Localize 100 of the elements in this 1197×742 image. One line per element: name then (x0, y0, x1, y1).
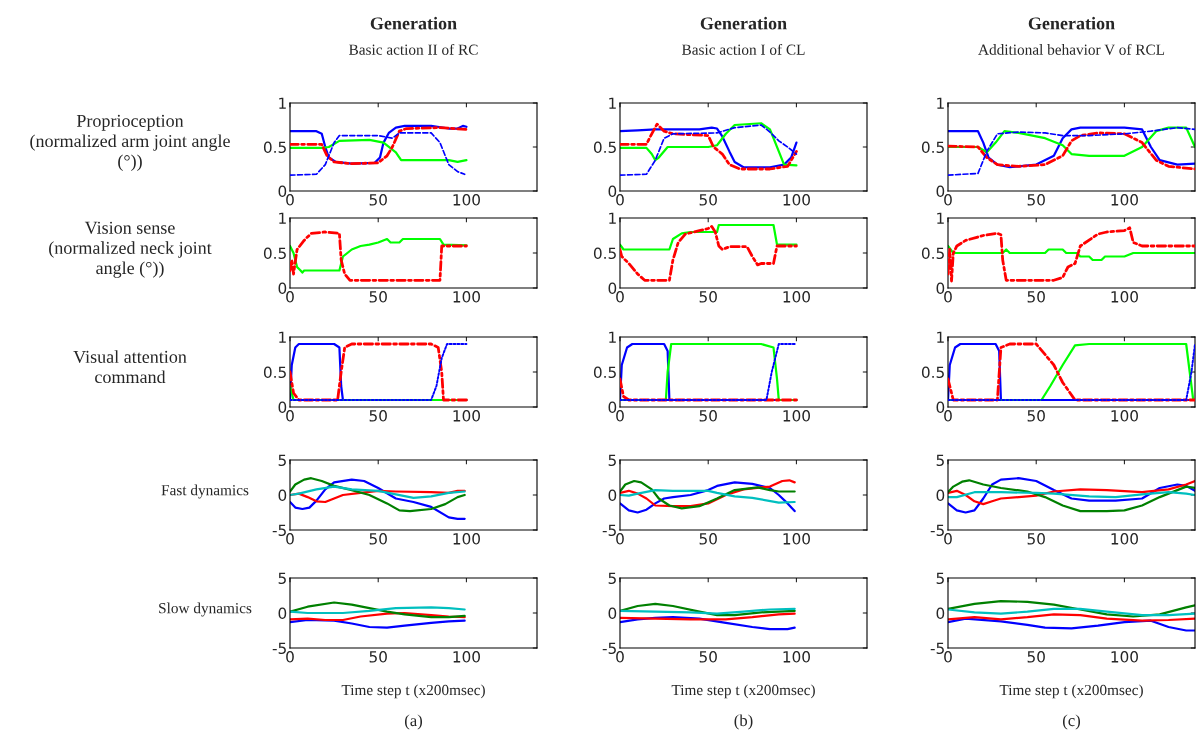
y-tick-label: 1 (609, 212, 616, 224)
line-series (620, 488, 796, 504)
line-series (948, 226, 1195, 283)
x-tick-label: 50 (699, 533, 717, 545)
y-tick-label: 0.5 (593, 141, 616, 154)
y-tick-label: 0 (608, 401, 617, 414)
y-tick-label: 5 (608, 572, 616, 585)
x-axis-title: Time step t (x200msec) (671, 684, 815, 699)
line-series (620, 223, 798, 251)
x-tick-label: 50 (699, 291, 717, 303)
line-series (290, 230, 468, 282)
y-tick-label: 0 (936, 489, 945, 502)
y-tick-label: 1 (937, 212, 944, 224)
x-tick-label: 50 (699, 194, 717, 206)
x-tick-label: 50 (369, 651, 387, 663)
y-tick-label: 0 (278, 607, 287, 620)
x-tick-label: 100 (1111, 194, 1138, 206)
y-tick-label: 0.5 (593, 366, 616, 379)
text: (b) (734, 714, 753, 730)
chart-subtitle: Basic action I of CL (681, 43, 805, 55)
y-tick-label: 0 (278, 489, 287, 502)
x-tick-label: 50 (699, 410, 717, 422)
y-tick-label: 0 (278, 185, 287, 198)
x-tick-label: 50 (369, 194, 387, 206)
line-series (948, 607, 1195, 617)
x-tick-label: 100 (453, 291, 480, 303)
chart-title: Generation (370, 16, 457, 30)
x-tick-label: 100 (1111, 291, 1138, 303)
chart-subtitle: Additional behavior V of RCL (978, 43, 1165, 55)
y-tick-label: 0 (608, 489, 617, 502)
y-tick-label: 5 (936, 572, 944, 585)
y-tick-label: -5 (930, 642, 944, 655)
line-series (620, 225, 798, 282)
y-tick-label: 5 (278, 454, 286, 467)
x-tick-label: 100 (783, 533, 810, 545)
line-series (948, 613, 1195, 622)
y-tick-label: 0 (936, 401, 945, 414)
line-series (290, 611, 466, 622)
line-series (948, 479, 1195, 506)
y-tick-label: 0.5 (921, 141, 944, 154)
y-tick-label: 1 (279, 331, 286, 343)
y-tick-label: 0 (278, 282, 287, 295)
x-tick-label: 100 (1111, 651, 1138, 663)
line-series (620, 602, 796, 617)
x-tick-label: 50 (1027, 291, 1045, 303)
y-tick-label: 0 (936, 282, 945, 295)
y-tick-label: -5 (602, 642, 616, 655)
y-tick-label: 0.5 (593, 247, 616, 260)
x-tick-label: 50 (699, 651, 717, 663)
y-axis-title: Vision sense (normalized neck joint angle (°)) (49, 221, 212, 278)
text: (c) (1062, 714, 1081, 730)
y-tick-label: 1 (937, 97, 944, 109)
y-tick-label: 0.5 (921, 366, 944, 379)
y-tick-label: 0 (936, 185, 945, 198)
x-tick-label: 100 (783, 651, 810, 663)
y-tick-label: 0 (936, 607, 945, 620)
y-tick-label: 5 (936, 454, 944, 467)
y-tick-label: 0 (278, 401, 287, 414)
y-tick-label: 5 (278, 572, 286, 585)
y-axis-title: Slow dynamics (159, 602, 252, 617)
x-tick-label: 100 (453, 533, 480, 545)
x-tick-label: 100 (1111, 533, 1138, 545)
y-tick-label: -5 (272, 524, 286, 537)
y-tick-label: 0 (608, 185, 617, 198)
line-series (948, 617, 1195, 632)
y-tick-label: 5 (608, 454, 616, 467)
line-series (290, 138, 468, 164)
line-series (290, 478, 466, 520)
x-tick-label: 100 (453, 410, 480, 422)
y-tick-label: 1 (609, 97, 616, 109)
x-tick-label: 100 (453, 194, 480, 206)
chart-title: Generation (1028, 16, 1115, 30)
line-series (620, 616, 796, 631)
y-tick-label: -5 (930, 524, 944, 537)
chart-title: Generation (700, 16, 787, 30)
y-tick-label: 1 (279, 97, 286, 109)
line-series (290, 485, 466, 499)
y-tick-label: 0 (608, 607, 617, 620)
y-tick-label: -5 (272, 642, 286, 655)
y-axis-title: Fast dynamics (161, 484, 249, 499)
line-series (290, 618, 466, 629)
text: (a) (404, 714, 423, 730)
x-tick-label: 50 (369, 533, 387, 545)
y-tick-label: 1 (279, 212, 286, 224)
x-tick-label: 100 (783, 291, 810, 303)
line-series (290, 237, 468, 274)
y-tick-label: -5 (602, 524, 616, 537)
line-series (948, 244, 1195, 262)
x-tick-label: 50 (369, 410, 387, 422)
x-tick-label: 50 (1027, 410, 1045, 422)
line-series (948, 599, 1195, 618)
x-axis-title: Time step t (x200msec) (341, 684, 485, 699)
x-tick-label: 50 (1027, 533, 1045, 545)
x-tick-label: 100 (453, 651, 480, 663)
y-axis-title: Visual attention command (73, 350, 187, 384)
y-tick-label: 1 (609, 331, 616, 343)
y-tick-label: 0.5 (263, 366, 286, 379)
x-tick-label: 100 (1111, 410, 1138, 422)
x-tick-label: 100 (783, 410, 810, 422)
y-tick-label: 0 (608, 282, 617, 295)
